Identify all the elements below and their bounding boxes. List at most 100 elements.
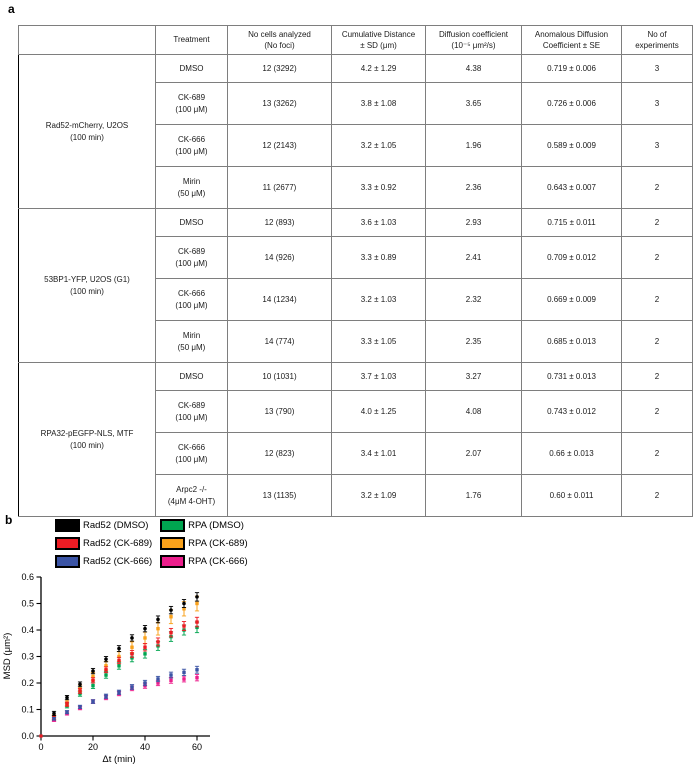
legend-label: RPA (DMSO) [188,519,244,531]
data-point [195,668,199,672]
data-point [182,601,186,606]
msd-chart: 0.0 0.1 0.2 0.3 0.4 0.5 0.6 0 20 40 60 Δt (min) MSD … [2,572,210,765]
data-point [169,678,173,683]
table-row: CK-689 (100 μM) 13 (3262) 3.8 ± 1.08 3.65 0.… [19,82,693,125]
cell-anomalous-coefficient: 0.589 ± 0.009 [521,124,622,167]
series-rad52-ck-689- [51,616,200,720]
group-label-cell: Rad52-mCherry, U2OS (100 min) [18,54,156,209]
panel-a-label: a [8,2,15,16]
table-row: CK-689 (100 μM) 14 (926) 3.3 ± 0.89 2.41 0.7… [19,236,693,279]
cell-cumulative-distance: 3.7 ± 1.03 [331,362,426,391]
data-point [78,682,82,687]
legend-label: Rad52 (CK-689) [83,537,153,549]
cell-treatment: Mirin (50 μM) [155,166,228,209]
x-tick-label: 40 [140,742,150,752]
cell-experiments: 2 [621,236,693,279]
table-row: Arpc2 -/- (4μM 4-OHT) 13 (1135) 3.2 ± 1.09… [19,474,693,517]
y-tick-label: 0.1 [21,705,34,715]
group-label-cell: 53BP1-YFP, U2OS (G1) (100 min) [18,208,156,363]
data-point [117,690,121,694]
data-point [182,670,186,675]
cell-treatment: DMSO [155,54,228,83]
legend-item: Rad52 (CK-666) [55,552,152,570]
cell-treatment: CK-666 (100 μM) [155,124,228,167]
y-tick-label: 0.0 [21,731,34,741]
table-row: Rad52-mCherry, U2OS (100 min) DMSO 12 (329… [18,54,693,209]
data-point [195,625,199,630]
cell-cumulative-distance: 4.0 ± 1.25 [331,390,426,433]
cell-anomalous-coefficient: 0.743 ± 0.012 [521,390,622,433]
legend-swatch-icon [160,554,186,568]
legend-swatch-icon [55,518,80,532]
table-row: RPA32-pEGFP-NLS, MTF (100 min) DMSO 10 (10… [18,362,693,517]
data-point [130,636,134,640]
cell-cells-analyzed: 13 (1135) [227,474,332,517]
cell-experiments: 2 [621,208,693,237]
x-axis-label: Δt (min) [102,754,135,765]
cell-cumulative-distance: 4.2 ± 1.29 [331,54,426,83]
group-label-cell: RPA32-pEGFP-NLS, MTF (100 min) [18,362,156,517]
cell-cells-analyzed: 14 (926) [227,236,332,279]
cell-anomalous-coefficient: 0.726 ± 0.006 [521,82,622,125]
chart-legend: Rad52 (DMSO) Rad52 (CK-689) Rad52 (CK-666)… [55,516,248,570]
table-header: Treatment No cells analyzed (No foci) Cumu… [18,25,693,55]
data-point [156,640,160,644]
column-header: Treatment [155,25,228,55]
data-point [65,710,69,714]
cell-diffusion-coefficient: 1.76 [425,474,522,517]
data-point [182,607,186,611]
legend-item: RPA (DMSO) [160,516,247,534]
data-point [169,673,173,677]
data-point [130,656,134,660]
cell-cumulative-distance: 3.3 ± 1.05 [331,320,426,363]
cell-anomalous-coefficient: 0.685 ± 0.013 [521,320,622,363]
legend-label: RPA (CK-666) [188,555,248,567]
data-point [156,681,160,685]
cell-diffusion-coefficient: 2.32 [425,278,522,321]
cell-anomalous-coefficient: 0.669 ± 0.009 [521,278,622,321]
table-row: Mirin (50 μM) 11 (2677) 3.3 ± 0.92 2.36 0.64… [19,166,693,209]
y-axis-label: MSD (μm²) [2,633,13,680]
y-tick-label: 0.4 [21,625,34,635]
data-point [117,664,121,668]
data-point [143,652,147,656]
cell-experiments: 2 [621,320,693,363]
cell-anomalous-coefficient: 0.719 ± 0.006 [521,54,622,83]
series-rad52-dmso- [51,592,200,717]
column-header: No cells analyzed (No foci) [227,25,332,55]
cell-cells-analyzed: 11 (2677) [227,166,332,209]
data-point [65,702,69,706]
legend-swatch-icon [160,518,186,532]
legend-swatch-icon [55,554,80,568]
cell-treatment: CK-666 (100 μM) [155,432,228,475]
cell-cumulative-distance: 3.8 ± 1.08 [331,82,426,125]
cell-cells-analyzed: 14 (774) [227,320,332,363]
y-tick-label: 0.2 [21,678,34,688]
legend-item: Rad52 (DMSO) [55,516,152,534]
data-point [65,695,69,700]
data-point [156,617,160,622]
data-point [91,669,95,673]
cell-experiments: 2 [621,474,693,517]
cell-treatment: CK-666 (100 μM) [155,278,228,321]
series-rpa-ck-666- [51,674,200,722]
data-point [104,673,108,677]
data-point [78,689,82,693]
cell-diffusion-coefficient: 2.35 [425,320,522,363]
data-point [117,658,121,663]
data-point [143,636,147,640]
data-point [182,677,186,681]
cell-diffusion-coefficient: 3.27 [425,362,522,391]
series-rad52-ck-666- [51,665,200,721]
column-header: Cumulative Distance ± SD (μm) [331,25,426,55]
legend-swatch-icon [160,536,186,550]
data-point [104,657,108,661]
cell-diffusion-coefficient: 1.96 [425,124,522,167]
cell-experiments: 2 [621,278,693,321]
legend-swatch-icon [55,536,80,550]
table-row: Mirin (50 μM) 14 (774) 3.3 ± 1.05 2.35 0.685… [19,320,693,363]
x-tick-label: 0 [38,742,43,752]
data-point [195,620,199,624]
y-tick-label: 0.6 [21,572,34,582]
